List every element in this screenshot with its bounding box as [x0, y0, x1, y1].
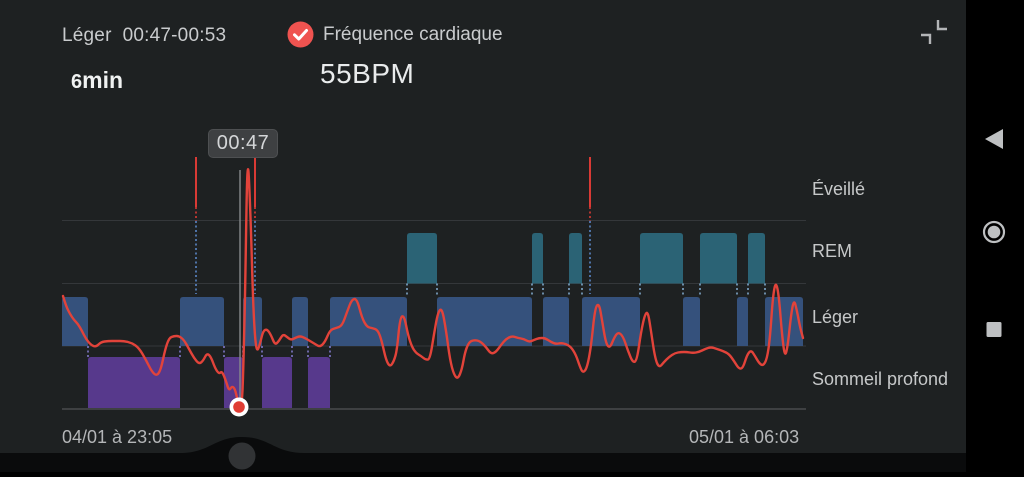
stage-bar-deep: [88, 357, 180, 408]
stage-bar-light: [543, 297, 569, 346]
stage-label-rem: REM: [812, 241, 852, 261]
stage-bar-rem: [748, 233, 765, 284]
nav-back-icon[interactable]: [985, 129, 1003, 149]
stage-bar-rem: [407, 233, 437, 284]
stage-bar-light: [765, 297, 803, 346]
selected-segment-title: Léger 00:47-00:53: [62, 25, 226, 47]
android-navbar: [966, 0, 1024, 472]
stage-bar-deep: [308, 357, 330, 408]
stage-bar-light: [437, 297, 532, 346]
stage-bar-light: [243, 297, 262, 346]
axis-end-date: 05/01 à 06:03: [689, 427, 800, 447]
scrubber-knob[interactable]: [228, 442, 256, 470]
time-tooltip: 00:47: [208, 129, 278, 158]
stage-bar-deep: [224, 357, 243, 408]
stage-bar-rem: [569, 233, 582, 284]
nav-home-icon[interactable]: [982, 220, 1006, 244]
stage-bar-rem: [532, 233, 543, 284]
stage-label-light: Léger: [812, 307, 859, 327]
heart-rate-value: 55BPM: [320, 58, 415, 89]
stage-bar-deep: [262, 357, 292, 408]
selected-segment-stage: Léger: [62, 25, 112, 46]
stage-bar-rem: [640, 233, 683, 284]
selected-segment-time: 00:47-00:53: [122, 25, 227, 46]
selected-segment-duration: 6min: [71, 67, 124, 93]
sleep-hypnogram-chart[interactable]: [0, 0, 966, 472]
sleep-detail-panel: Léger 00:47-00:53 6min Fréquence cardiaqu…: [0, 0, 966, 472]
stage-bar-light: [292, 297, 308, 346]
stage-bar-light: [683, 297, 700, 346]
heart-rate-legend[interactable]: Fréquence cardiaque: [287, 21, 503, 48]
nav-recents-icon[interactable]: [986, 322, 1002, 337]
axis-start-date: 04/01 à 23:05: [62, 427, 173, 447]
stage-bar-light: [180, 297, 224, 346]
collapse-icon[interactable]: [916, 16, 952, 50]
heart-rate-line: [61, 168, 805, 408]
stage-bar-rem: [700, 233, 737, 284]
stage-bar-light: [330, 297, 407, 346]
selected-point-dot[interactable]: [233, 401, 245, 413]
heart-rate-label: Fréquence cardiaque: [323, 23, 503, 45]
stage-label-deep: Sommeil profond: [812, 369, 949, 389]
heart-rate-check-icon[interactable]: [287, 21, 314, 48]
stage-label-awake: Éveillé: [812, 179, 866, 199]
stage-bar-light: [737, 297, 748, 346]
